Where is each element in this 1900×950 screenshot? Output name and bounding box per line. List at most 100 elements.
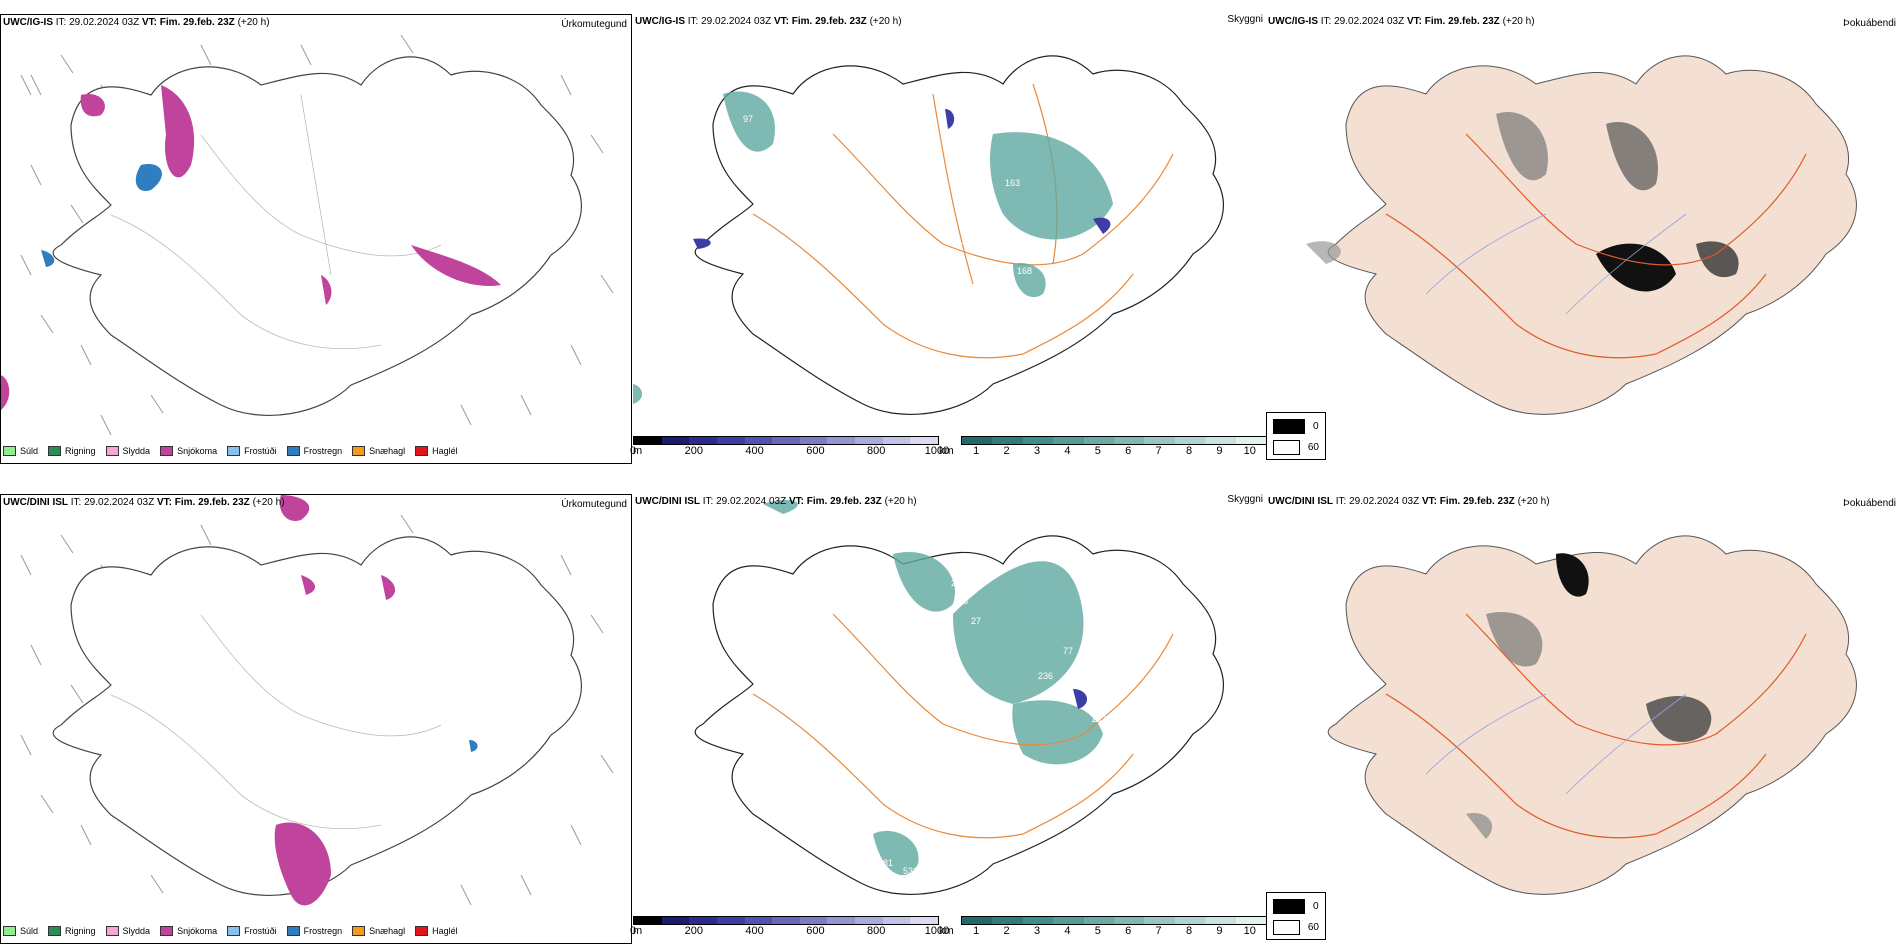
legend-item: Slydda xyxy=(105,926,151,936)
scale-swatch xyxy=(1235,917,1267,924)
scale-swatch xyxy=(634,437,662,444)
legend-label: Rigning xyxy=(65,926,96,936)
fog-height-scale: m 0 200 400 600 800 1000 xyxy=(629,916,949,941)
scale-swatch xyxy=(1144,437,1175,444)
fog-legend-label: 60 xyxy=(1307,442,1319,453)
scale-swatch xyxy=(855,917,883,924)
legend-item: Frostregn xyxy=(286,926,342,936)
scale-tick-label: 9 xyxy=(1216,925,1223,937)
iceland-outline xyxy=(1327,535,1857,895)
panel-header: UWC/IG-IS IT: 29.02.2024 03Z VT: Fim. 29… xyxy=(3,17,270,28)
scale-colorbar xyxy=(633,436,939,445)
fog-legend-swatch xyxy=(1273,440,1300,455)
panel-title: Skyggni xyxy=(1227,14,1263,25)
fog-legend: 0 60 xyxy=(1266,412,1326,460)
legend-label: Súld xyxy=(20,926,39,936)
scale-swatch xyxy=(689,437,717,444)
legend-swatch xyxy=(415,926,429,936)
height-label: 101 xyxy=(949,136,964,146)
precip-legend: Súld Rigning Slydda Snjókoma Frostúði Frostre… xyxy=(3,926,458,936)
scale-unit: km xyxy=(939,445,954,457)
scale-tick-label: 1000 xyxy=(924,925,950,937)
height-label: 77 xyxy=(1063,646,1073,656)
scale-tick-label: 400 xyxy=(745,925,764,937)
iceland-outline xyxy=(1327,55,1857,415)
legend-label: Snjókoma xyxy=(177,446,218,456)
scale-swatch xyxy=(661,917,690,924)
legend-swatch xyxy=(227,926,241,936)
legend-label: Snæhagl xyxy=(369,926,406,936)
freezing-rain-areas xyxy=(469,740,478,752)
iceland-outline xyxy=(694,55,1224,415)
roads xyxy=(110,94,442,350)
legend-item: Frostregn xyxy=(286,446,342,456)
roads xyxy=(110,614,442,830)
scale-swatch xyxy=(1174,437,1206,444)
fog-legend-label: 0 xyxy=(1313,421,1319,432)
legend-swatch xyxy=(48,926,62,936)
visibility-map-bottom: 27 38 27 550 163 236 77 162 581 531 xyxy=(694,499,1224,895)
legend-item: Haglél xyxy=(415,446,458,456)
precip-type-panel-bottom: UWC/DINI ISL IT: 29.02.2024 03Z VT: Fim.… xyxy=(0,494,632,944)
height-labels: 97 101 163 14 168 198 117 41 116 xyxy=(703,114,1118,396)
fog-legend-item: 60 xyxy=(1273,440,1319,455)
legend-item: Súld xyxy=(3,446,38,456)
scale-swatch xyxy=(799,437,828,444)
scale-tick-label: 200 xyxy=(684,925,703,937)
scale-swatch xyxy=(827,437,856,444)
scale-swatch xyxy=(772,917,800,924)
scale-tick-label: 3 xyxy=(1033,925,1041,937)
scale-swatch xyxy=(799,917,828,924)
height-label: 163 xyxy=(943,671,958,681)
legend-label: Haglél xyxy=(432,926,458,936)
legend-item: Snjókoma xyxy=(160,926,217,936)
scale-unit: km xyxy=(939,925,954,937)
fog-legend-swatch xyxy=(1273,899,1305,914)
legend-swatch xyxy=(286,926,300,936)
legend-swatch xyxy=(48,446,62,456)
fog-index-shading xyxy=(1306,112,1739,292)
scale-swatch xyxy=(1022,437,1054,444)
visibility-panel-top: 97 101 163 14 168 198 117 41 116 UWC/IG-… xyxy=(630,14,1267,464)
legend-item: Haglél xyxy=(415,926,458,936)
precip-map-top xyxy=(1,34,614,435)
scale-swatch xyxy=(1083,437,1115,444)
scale-tick-label: 2 xyxy=(1003,925,1010,937)
scale-swatch xyxy=(1114,917,1145,924)
legend-label: Slydda xyxy=(122,926,151,936)
scale-tick-label: 9 xyxy=(1216,445,1223,457)
visibility-scale: km 1 2 3 4 5 6 7 8 9 10 xyxy=(939,916,1267,941)
height-label: 550 xyxy=(1088,636,1103,646)
road-network xyxy=(1385,613,1807,839)
scale-tick-label: 600 xyxy=(806,445,825,457)
height-label: 41 xyxy=(903,386,913,396)
visibility-map-top: 97 101 163 14 168 198 117 41 116 xyxy=(633,55,1224,415)
road-network xyxy=(752,83,1174,359)
scale-swatch xyxy=(772,437,800,444)
rivers xyxy=(1425,213,1687,315)
panel-header: UWC/DINI ISL IT: 29.02.2024 03Z VT: Fim.… xyxy=(635,496,917,507)
fog-legend-item: 60 xyxy=(1273,920,1319,935)
snow-areas xyxy=(274,495,396,906)
fog-legend-item: 0 xyxy=(1273,899,1319,914)
panel-header: UWC/DINI ISL IT: 29.02.2024 03Z VT: Fim.… xyxy=(1268,496,1550,507)
panel-title: Þokuábendi xyxy=(1843,498,1896,509)
scale-tick-label: 3 xyxy=(1033,445,1041,457)
scale-swatch xyxy=(1235,437,1267,444)
height-label: 163 xyxy=(1005,178,1020,188)
panel-title: Úrkomutegund xyxy=(561,19,627,30)
legend-swatch xyxy=(160,446,174,456)
scale-tick-label: 10 xyxy=(1243,925,1256,937)
scale-swatch xyxy=(1053,437,1084,444)
legend-swatch xyxy=(227,446,241,456)
precip-type-panel-top: UWC/IG-IS IT: 29.02.2024 03Z VT: Fim. 29… xyxy=(0,14,632,464)
scale-swatch xyxy=(1053,917,1084,924)
fog-map-bottom xyxy=(1327,535,1857,895)
scale-swatch xyxy=(882,437,911,444)
visibility-panel-bottom: 27 38 27 550 163 236 77 162 581 531 UWC/… xyxy=(629,494,1267,944)
scale-tick-label: 5 xyxy=(1094,925,1101,937)
height-label: 117 xyxy=(1058,336,1072,346)
legend-label: Slydda xyxy=(122,446,151,456)
scale-tick-label: 0 xyxy=(629,925,637,937)
legend-label: Rigning xyxy=(65,446,96,456)
